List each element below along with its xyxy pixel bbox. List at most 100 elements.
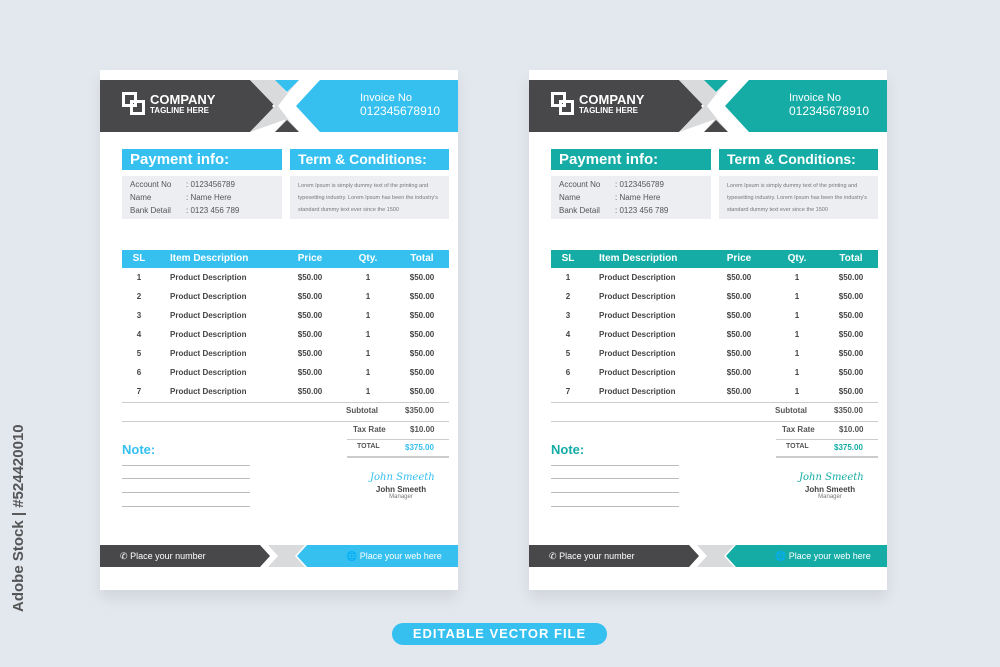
field-label: Account No	[559, 180, 601, 189]
cell: Product Description	[170, 311, 247, 320]
web-item: 🌐 Place your web here	[346, 545, 442, 567]
cell: Product Description	[170, 273, 247, 282]
payment-field: Name: Name Here	[130, 193, 231, 202]
invoice-card: COMPANY TAGLINE HERE Invoice No 01234567…	[529, 70, 887, 590]
divider	[776, 456, 878, 458]
footer-band	[100, 545, 458, 567]
cell: Product Description	[170, 368, 247, 377]
terms-title: Term & Conditions:	[290, 149, 449, 170]
column-header: Item Description	[599, 253, 678, 264]
tax-value: $10.00	[839, 425, 864, 434]
cell: Product Description	[599, 311, 676, 320]
invoice-label: Invoice No	[789, 92, 841, 104]
cell: $50.00	[726, 273, 752, 282]
cell: 5	[136, 349, 142, 358]
column-header: SL	[561, 253, 575, 264]
cell: Product Description	[170, 330, 247, 339]
total-value: $375.00	[834, 443, 863, 452]
invoice-label: Invoice No	[360, 92, 412, 104]
table-row: 7 Product Description $50.00 1 $50.00	[122, 383, 449, 402]
subtotal-label: Subtotal	[346, 406, 378, 415]
invoice-number: 012345678910	[789, 104, 870, 118]
note-line	[551, 492, 679, 493]
web-text: Place your web here	[788, 551, 871, 561]
field-value: : Name Here	[186, 193, 232, 202]
cell: 1	[565, 273, 571, 282]
table-row: 5 Product Description $50.00 1 $50.00	[122, 345, 449, 364]
cell: Product Description	[599, 368, 676, 377]
terms-title: Term & Conditions:	[719, 149, 878, 170]
cell: 1	[794, 368, 800, 377]
field-label: Bank Detail	[130, 206, 171, 215]
cell: $50.00	[838, 387, 864, 396]
field-label: Bank Detail	[559, 206, 600, 215]
cell: Product Description	[170, 349, 247, 358]
tax-value: $10.00	[410, 425, 435, 434]
table-row: 5 Product Description $50.00 1 $50.00	[551, 345, 878, 364]
cell: $50.00	[409, 349, 435, 358]
table-row: 7 Product Description $50.00 1 $50.00	[551, 383, 878, 402]
cell: Product Description	[599, 349, 676, 358]
cell: 1	[794, 292, 800, 301]
divider	[776, 439, 878, 440]
globe-icon: 🌐	[346, 551, 358, 561]
field-value: : 0123 456 789	[615, 206, 669, 215]
total-label: TOTAL	[786, 443, 809, 450]
company-name: COMPANY	[579, 92, 645, 107]
cell: Product Description	[170, 387, 247, 396]
column-header: Price	[297, 253, 323, 264]
table-row: 6 Product Description $50.00 1 $50.00	[122, 364, 449, 383]
payment-info-box: Account No : 0123456789 Name: Name Here Ban…	[551, 176, 711, 219]
subtotal-value: $350.00	[834, 406, 863, 415]
signer-name: John Smeeth	[375, 485, 427, 494]
column-header: Total	[839, 253, 863, 264]
table-row: 1 Product Description $50.00 1 $50.00	[122, 269, 449, 288]
cell: $50.00	[726, 368, 752, 377]
cell: $50.00	[297, 387, 323, 396]
payment-field: Name: Name Here	[559, 193, 660, 202]
subtotal-value: $350.00	[405, 406, 434, 415]
cell: $50.00	[726, 292, 752, 301]
cell: 1	[794, 349, 800, 358]
table-row: 6 Product Description $50.00 1 $50.00	[551, 364, 878, 383]
phone-text: Place your number	[559, 551, 635, 561]
terms-box: Lorem Ipsum is simply dummy text of the …	[719, 176, 878, 219]
cell: 5	[565, 349, 571, 358]
total-value: $375.00	[405, 443, 434, 452]
cell: $50.00	[409, 330, 435, 339]
note-line	[122, 478, 250, 479]
cell: 1	[365, 292, 371, 301]
field-label: Account No	[130, 180, 172, 189]
note-line	[551, 465, 679, 466]
table-row: 1 Product Description $50.00 1 $50.00	[551, 269, 878, 288]
table-row: 4 Product Description $50.00 1 $50.00	[122, 326, 449, 345]
cell: $50.00	[297, 273, 323, 282]
divider	[551, 402, 878, 403]
cell: 1	[794, 311, 800, 320]
cell: $50.00	[409, 368, 435, 377]
cell: 6	[136, 368, 142, 377]
cell: 2	[565, 292, 571, 301]
payment-info-title: Payment info:	[122, 149, 282, 170]
cell: $50.00	[838, 349, 864, 358]
phone-icon: ✆	[549, 551, 557, 561]
cell: 4	[565, 330, 571, 339]
cell: $50.00	[726, 311, 752, 320]
header-band	[100, 80, 458, 132]
payment-field: Bank Detail: 0123 456 789	[130, 206, 239, 215]
phone-icon: ✆	[120, 551, 128, 561]
column-header: Price	[726, 253, 752, 264]
cell: $50.00	[297, 330, 323, 339]
cell: $50.00	[726, 349, 752, 358]
column-header: SL	[132, 253, 146, 264]
field-value: : 0123456789	[615, 180, 664, 189]
company-logo-icon	[551, 92, 575, 116]
tax-label: Tax Rate	[782, 425, 815, 434]
terms-box: Lorem Ipsum is simply dummy text of the …	[290, 176, 449, 219]
column-header: Qty.	[787, 253, 807, 264]
cell: 1	[794, 387, 800, 396]
column-header: Total	[410, 253, 434, 264]
cell: $50.00	[726, 387, 752, 396]
company-name: COMPANY	[150, 92, 216, 107]
table-header: SL Item Description Price Qty. Total	[122, 250, 449, 268]
